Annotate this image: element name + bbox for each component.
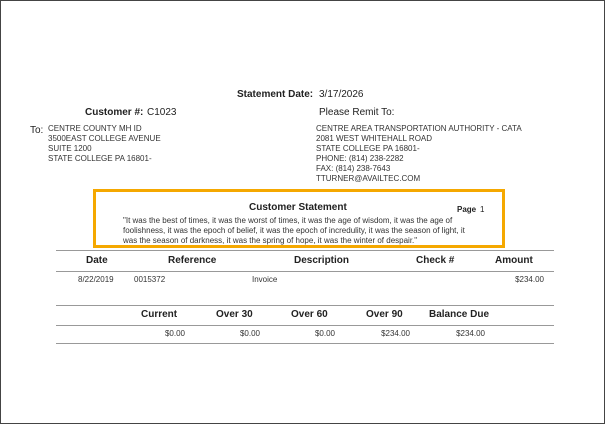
row-reference: 0015372 (134, 275, 166, 284)
statement-title: Customer Statement (249, 202, 347, 213)
address-line: TTURNER@AVAILTEC.COM (316, 174, 421, 183)
address-line: CENTRE AREA TRANSPORTATION AUTHORITY - C… (316, 124, 522, 133)
quote-line: foolishness, it was the epoch of belief,… (123, 226, 465, 235)
aging-over-90: Over 90 (366, 309, 403, 320)
aging-over-90-value: $234.00 (381, 329, 410, 338)
page-number: 1 (480, 205, 485, 214)
row-description: Invoice (252, 275, 278, 284)
page-label: Page (457, 205, 477, 214)
customer-number: C1023 (147, 107, 177, 118)
address-line: SUITE 1200 (48, 144, 92, 153)
remit-label: Please Remit To: (319, 107, 395, 118)
balance-due-value: $234.00 (456, 329, 485, 338)
quote-line: was the season of darkness, it was the s… (123, 236, 418, 245)
col-date: Date (86, 255, 108, 266)
statement-date-label: Statement Date: (237, 89, 314, 100)
to-label: To: (30, 125, 44, 136)
statement-message-box (93, 189, 505, 248)
aging-current: Current (141, 309, 178, 320)
aging-current-value: $0.00 (164, 329, 185, 338)
row-amount: $234.00 (515, 275, 544, 284)
address-line: STATE COLLEGE PA 16801- (316, 144, 420, 153)
statement-date: 3/17/2026 (319, 89, 364, 100)
col-amount: Amount (495, 255, 533, 266)
address-line: 2081 WEST WHITEHALL ROAD (316, 134, 433, 143)
address-line: CENTRE COUNTY MH ID (48, 124, 142, 133)
customer-address: CENTRE COUNTY MH ID 3500EAST COLLEGE AVE… (48, 124, 161, 164)
aging-over-60-value: $0.00 (314, 329, 335, 338)
address-line: PHONE: (814) 238-2282 (316, 154, 404, 163)
address-line: STATE COLLEGE PA 16801- (48, 154, 152, 163)
aging-balance-due: Balance Due (429, 309, 490, 320)
address-line: FAX: (814) 238-7643 (316, 164, 391, 173)
col-check: Check # (416, 255, 455, 266)
col-description: Description (294, 255, 350, 266)
address-line: 3500EAST COLLEGE AVENUE (48, 134, 161, 143)
aging-over-30-value: $0.00 (239, 329, 260, 338)
customer-label: Customer #: (85, 107, 144, 118)
remit-address: CENTRE AREA TRANSPORTATION AUTHORITY - C… (316, 124, 522, 184)
aging-over-60: Over 60 (291, 309, 328, 320)
aging-over-30: Over 30 (216, 309, 253, 320)
quote-line: "It was the best of times, it was the wo… (123, 216, 453, 225)
statement-quote: "It was the best of times, it was the wo… (123, 216, 465, 246)
row-date: 8/22/2019 (78, 275, 114, 284)
col-reference: Reference (168, 255, 217, 266)
